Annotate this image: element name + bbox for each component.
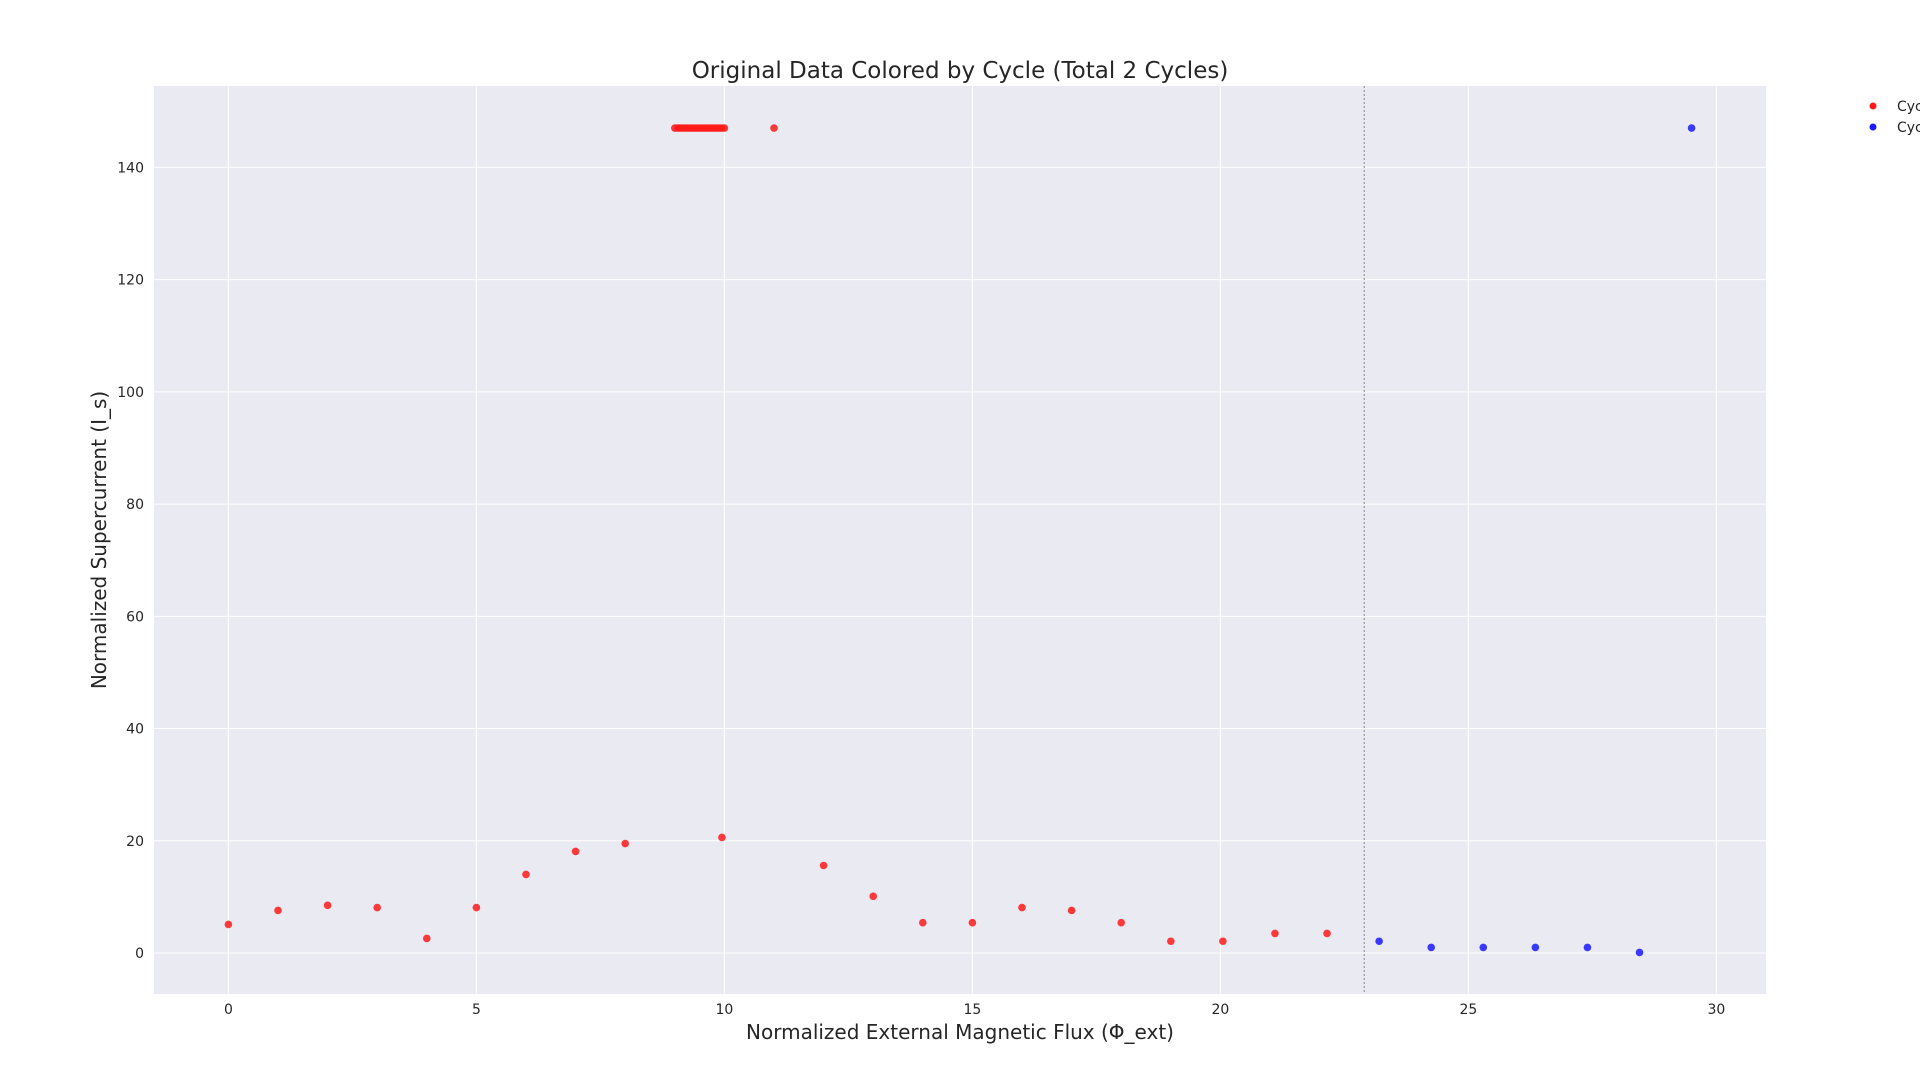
x-tick-label: 30 bbox=[1707, 1002, 1725, 1018]
data-point-cycle-1 bbox=[423, 934, 431, 943]
data-point-cycle-1 bbox=[1018, 903, 1026, 912]
data-point-cycle-2 bbox=[1427, 943, 1435, 952]
x-tick-label: 20 bbox=[1211, 1002, 1229, 1018]
data-point-cycle-1 bbox=[1219, 937, 1227, 946]
grid-lines bbox=[154, 86, 1766, 994]
y-tick-label: 60 bbox=[126, 609, 144, 625]
data-point-cycle-1 bbox=[819, 861, 828, 870]
y-tick-label: 20 bbox=[126, 834, 144, 850]
data-point-cycle-1 bbox=[224, 920, 233, 929]
data-point-cycle-1 bbox=[869, 892, 877, 901]
data-points bbox=[224, 124, 1696, 957]
legend-marker bbox=[1869, 102, 1877, 110]
x-tick-labels: 0 5 10 15 20 25 30 bbox=[224, 1002, 1725, 1018]
y-tick-label: 100 bbox=[117, 385, 144, 401]
data-point-cycle-1 bbox=[968, 918, 977, 927]
data-point-cycle-1 bbox=[770, 124, 778, 132]
data-point-cycle-1 bbox=[323, 901, 332, 910]
legend-marker bbox=[1869, 123, 1877, 131]
data-point-cycle-1 bbox=[472, 903, 481, 912]
y-tick-labels: 0 20 40 60 80 100 120 140 bbox=[117, 160, 144, 962]
y-axis-label: Normalized Supercurrent (I_s) bbox=[87, 391, 111, 689]
data-point-cycle-2 bbox=[1635, 948, 1644, 957]
data-point-cycle-1 bbox=[1271, 929, 1279, 938]
data-point-cycle-2 bbox=[1531, 943, 1540, 952]
x-tick-label: 10 bbox=[715, 1002, 733, 1018]
data-point-cycle-1 bbox=[571, 847, 580, 856]
x-tick-label: 0 bbox=[224, 1002, 233, 1018]
chart-title: Original Data Colored by Cycle (Total 2 … bbox=[692, 58, 1229, 84]
data-point-cycle-2 bbox=[1687, 124, 1696, 132]
data-point-cycle-1 bbox=[1117, 918, 1125, 927]
data-point-cycle-1 bbox=[1167, 937, 1175, 946]
data-point-cycle-1 bbox=[373, 903, 382, 912]
legend: Cyc Cyc bbox=[1869, 99, 1920, 136]
y-tick-label: 40 bbox=[126, 722, 144, 738]
data-point-cycle-2 bbox=[1583, 943, 1592, 952]
data-point-cycle-1 bbox=[621, 839, 629, 848]
data-point-cycle-1 bbox=[274, 906, 282, 915]
data-point-cycle-1 bbox=[919, 918, 927, 927]
x-tick-label: 5 bbox=[472, 1002, 481, 1018]
data-point-cycle-1 bbox=[1323, 929, 1331, 938]
data-point-cycle-1 bbox=[1067, 906, 1076, 915]
plot-background bbox=[154, 86, 1766, 994]
y-tick-label: 120 bbox=[117, 273, 144, 289]
legend-label: Cyc bbox=[1897, 99, 1920, 115]
legend-label: Cyc bbox=[1897, 120, 1920, 136]
y-tick-label: 0 bbox=[135, 946, 144, 962]
y-tick-label: 80 bbox=[126, 497, 144, 513]
data-point-cycle-1 bbox=[720, 124, 729, 132]
x-tick-label: 25 bbox=[1459, 1002, 1477, 1018]
x-tick-label: 15 bbox=[963, 1002, 981, 1018]
data-point-cycle-2 bbox=[1479, 943, 1488, 952]
x-axis-label: Normalized External Magnetic Flux (Φ_ext… bbox=[746, 1020, 1174, 1044]
data-point-cycle-1 bbox=[522, 870, 530, 879]
data-point-cycle-2 bbox=[1375, 937, 1383, 946]
y-tick-label: 140 bbox=[117, 160, 144, 176]
data-point-cycle-1 bbox=[718, 833, 726, 842]
